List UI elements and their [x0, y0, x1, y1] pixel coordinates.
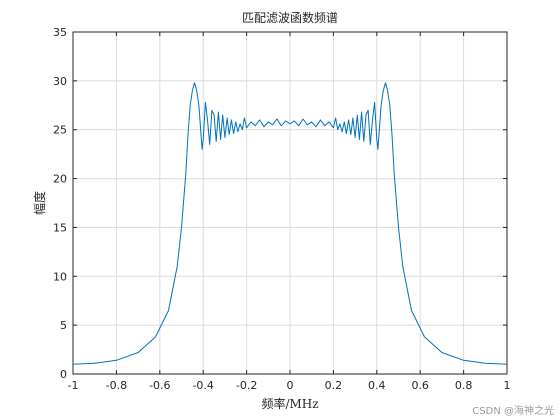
watermark-text: CSDN @海神之光 — [472, 406, 554, 417]
x-tick-label: 0.2 — [325, 379, 343, 392]
y-axis-label: 幅度 — [32, 191, 47, 215]
x-tick-label: -0.4 — [192, 379, 213, 392]
x-tick-label: 1 — [504, 379, 511, 392]
y-tick-label: 0 — [60, 368, 67, 381]
x-tick-label: -1 — [68, 379, 79, 392]
series-line — [72, 82, 508, 365]
y-tick-label: 10 — [53, 270, 67, 283]
y-tick-label: 30 — [53, 75, 67, 88]
y-tick-label: 35 — [53, 26, 67, 39]
axis-ticks: -1 -0.8 -0.6 -0.4 -0.2 0 0.2 0.4 0.6 0.8 105101520… — [53, 26, 511, 392]
y-tick-label: 25 — [53, 124, 67, 137]
chart-title: 匹配滤波函数频谱 — [242, 10, 338, 25]
grid-lines — [72, 31, 508, 375]
x-axis-label: 频率/MHz — [261, 396, 318, 411]
y-tick-label: 20 — [53, 173, 67, 186]
x-tick-label: -0.2 — [236, 379, 257, 392]
x-tick-label: 0.8 — [455, 379, 473, 392]
y-tick-label: 15 — [53, 221, 67, 234]
x-tick-label: -0.8 — [106, 379, 127, 392]
x-tick-label: 0.4 — [368, 379, 386, 392]
y-tick-label: 5 — [60, 319, 67, 332]
x-tick-label: 0 — [287, 379, 294, 392]
x-tick-label: -0.6 — [149, 379, 170, 392]
x-tick-label: 0.6 — [411, 379, 429, 392]
